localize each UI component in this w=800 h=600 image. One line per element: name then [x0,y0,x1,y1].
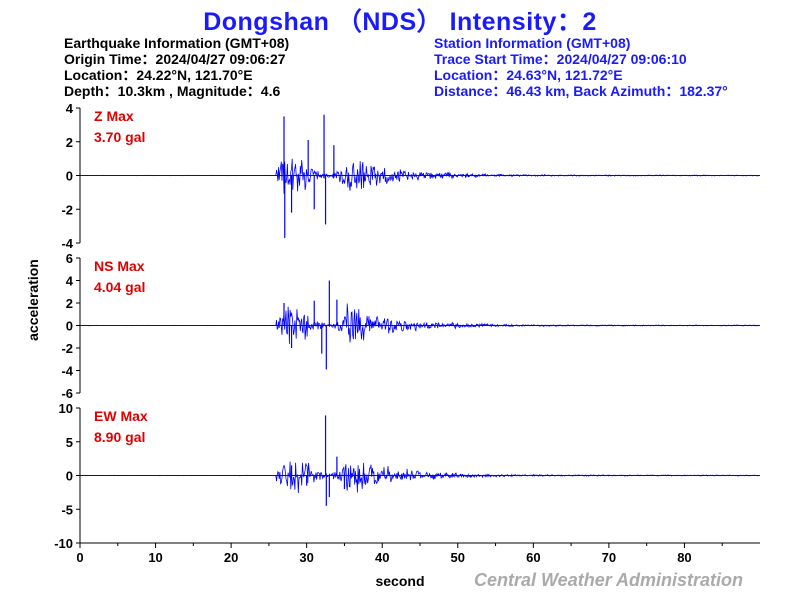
y-tick-label: -6 [61,386,73,401]
y-tick-label: 2 [66,296,73,311]
x-tick-label: 40 [375,550,389,565]
y-tick-label: -4 [61,236,73,251]
x-tick-label: 0 [76,550,83,565]
waveform-z [79,158,759,194]
epicenter-location: Location：24.22°N, 121.70°E [64,67,253,83]
trace-start-time: Trace Start Time：2024/04/27 09:06:10 [434,51,687,67]
waveform-ew [79,461,759,494]
chart-title: Dongshan （NDS） Intensity：2 [203,8,597,36]
earthquake-info-heading: Earthquake Information (GMT+08) [64,35,290,51]
credit-text: Central Weather Administration [474,570,744,590]
max-value-ns: 4.04 gal [94,279,145,295]
y-tick-label: -10 [54,536,73,551]
y-axis-title: acceleration [25,259,41,341]
station-info: Station Information (GMT+08) Trace Start… [434,35,728,99]
y-tick-label: -2 [61,202,73,217]
station-location: Location：24.63°N, 121.72°E [434,67,623,83]
x-tick-label: 60 [526,550,540,565]
panel-ew: 10 5 0 -5 -10 EW Max 8.90 gal [54,401,760,551]
y-tick-label: -5 [61,502,73,517]
y-tick-label: 5 [66,435,73,450]
y-tick-label: 6 [66,251,73,266]
earthquake-info: Earthquake Information (GMT+08) Origin T… [64,35,289,99]
y-tick-label: 2 [66,135,73,150]
x-axis-title: second [375,573,424,589]
panel-ns: 6 4 2 0 -2 -4 -6 NS Max 4.04 gal [61,251,760,401]
x-tick-label: 70 [602,550,616,565]
max-value-ew: 8.90 gal [94,429,145,445]
origin-time: Origin Time：2024/04/27 09:06:27 [64,51,286,67]
x-tick-label: 30 [299,550,313,565]
panel-z: 4 2 0 -2 -4 Z Max 3.70 gal [61,101,760,251]
x-tick-label: 10 [148,550,162,565]
y-tick-label: -2 [61,341,73,356]
y-tick-label: 10 [59,401,73,416]
distance-azimuth: Distance：46.43 km, Back Azimuth：182.37° [434,83,728,99]
waveform-ns [79,303,759,345]
y-tick-label: 4 [66,274,74,289]
x-tick-label: 50 [451,550,465,565]
y-tick-label: 0 [66,319,73,334]
y-tick-label: -4 [61,364,73,379]
station-info-heading: Station Information (GMT+08) [434,35,631,51]
y-tick-label: 0 [66,469,73,484]
max-label-ns: NS Max [94,258,145,274]
y-tick-label: 0 [66,169,73,184]
x-tick-label: 80 [677,550,691,565]
depth-magnitude: Depth：10.3km , Magnitude：4.6 [64,83,281,99]
x-tick-label: 20 [224,550,238,565]
max-label-z: Z Max [94,108,134,124]
max-value-z: 3.70 gal [94,129,145,145]
max-label-ew: EW Max [94,408,148,424]
y-tick-label: 4 [66,101,74,116]
